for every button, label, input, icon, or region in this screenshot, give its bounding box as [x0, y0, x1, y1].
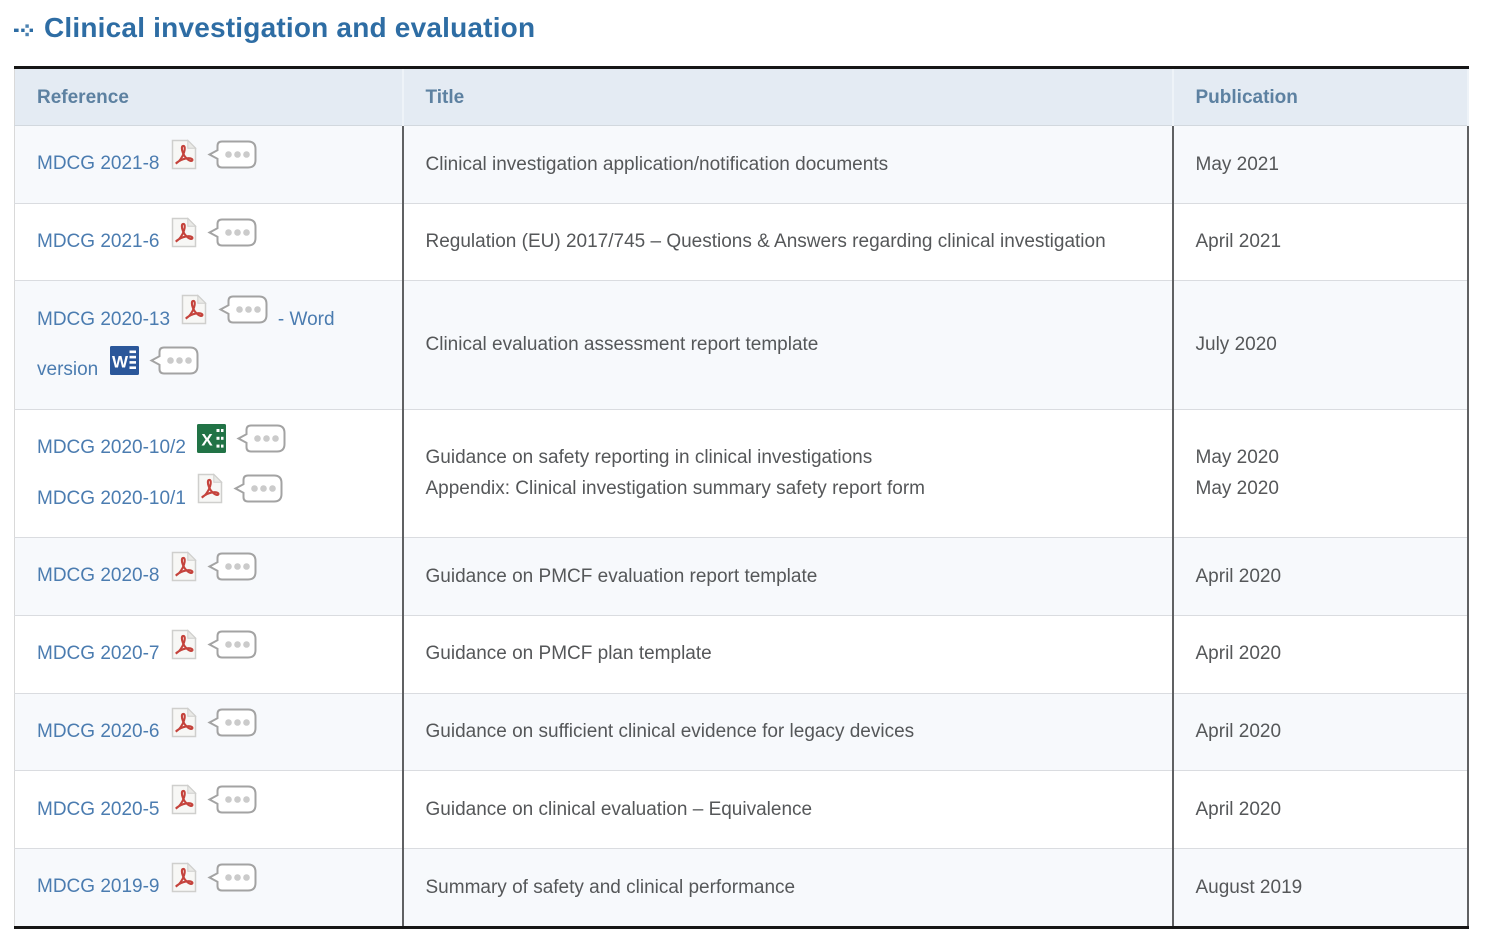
svg-text:X: X — [202, 430, 214, 449]
publication-cell: April 2020 — [1172, 614, 1469, 693]
pdf-file-icon[interactable] — [171, 139, 197, 187]
column-header-publication: Publication — [1172, 67, 1469, 126]
table-row: MDCG 2020-7 Guidance on PMCF plan templa… — [14, 614, 1469, 693]
more-options-bubble[interactable] — [206, 707, 258, 755]
pdf-file-icon[interactable] — [181, 294, 208, 342]
reference-cell: MDCG 2020-10/2 X MDCG 2020-10/1 — [14, 408, 404, 538]
column-header-title: Title — [402, 67, 1174, 126]
page-title: Clinical investigation and evaluation — [44, 12, 536, 43]
table-row: MDCG 2020-8 Guidance on PMCF evaluation … — [14, 537, 1469, 616]
word-file-icon[interactable]: W — [109, 346, 139, 392]
more-options-bubble[interactable] — [217, 294, 269, 342]
reference-cell: MDCG 2020-7 — [14, 614, 404, 693]
pdf-file-icon[interactable] — [171, 706, 197, 755]
publication-cell: April 2020 — [1172, 692, 1469, 771]
svg-text:W: W — [112, 353, 129, 372]
more-options-bubble[interactable] — [148, 345, 200, 393]
table-row: MDCG 2019-9 Summary of safety and clinic… — [14, 847, 1469, 928]
title-cell: Guidance on clinical evaluation – Equiva… — [402, 770, 1174, 849]
publication-cell: April 2021 — [1172, 202, 1469, 281]
more-options-bubble[interactable] — [235, 423, 287, 471]
table-row: MDCG 2021-6 Regulation (EU) 2017/745 – Q… — [14, 202, 1469, 281]
table-body: MDCG 2021-8 Clinical investigation appli… — [14, 125, 1469, 928]
page-heading: Clinical investigation and evaluation — [14, 12, 1488, 44]
title-cell: Guidance on PMCF evaluation report templ… — [402, 537, 1174, 616]
reference-cell: MDCG 2020-6 — [14, 692, 404, 771]
table-header: Reference Title Publication — [14, 67, 1469, 126]
reference-cell: MDCG 2021-6 — [14, 202, 404, 281]
reference-link[interactable]: MDCG 2020-10/1 — [37, 487, 186, 509]
pdf-file-icon[interactable] — [197, 473, 223, 521]
reference-link[interactable]: MDCG 2019-9 — [37, 876, 160, 898]
publication-cell: May 2021 — [1172, 125, 1469, 204]
more-options-bubble[interactable] — [206, 784, 258, 832]
more-options-bubble[interactable] — [206, 629, 258, 677]
publication-cell: April 2020 — [1172, 770, 1469, 849]
reference-cell: MDCG 2020-8 — [14, 537, 404, 616]
column-header-reference: Reference — [14, 67, 404, 126]
reference-link[interactable]: MDCG 2020-10/2 — [37, 437, 186, 459]
title-cell: Clinical evaluation assessment report te… — [402, 280, 1174, 410]
reference-link[interactable]: - Word version — [37, 308, 335, 381]
excel-file-icon[interactable]: X — [197, 423, 227, 470]
reference-link[interactable]: MDCG 2020-6 — [37, 720, 160, 742]
pdf-file-icon[interactable] — [171, 216, 197, 265]
pdf-file-icon[interactable] — [171, 629, 197, 677]
reference-link[interactable]: MDCG 2020-8 — [37, 565, 160, 587]
reference-link[interactable]: MDCG 2020-5 — [37, 798, 160, 820]
title-cell: Regulation (EU) 2017/745 – Questions & A… — [402, 202, 1174, 281]
more-options-bubble[interactable] — [206, 551, 258, 599]
table-row: MDCG 2020-10/2 X MDCG 2020-10/1 Guidance… — [14, 408, 1469, 538]
reference-link[interactable]: MDCG 2021-6 — [37, 231, 160, 253]
table-row: MDCG 2020-5 Guidance on clinical evaluat… — [14, 770, 1469, 849]
table-row: MDCG 2021-8 Clinical investigation appli… — [14, 125, 1469, 204]
publication-cell: August 2019 — [1172, 847, 1469, 928]
pdf-file-icon[interactable] — [171, 862, 197, 910]
title-cell: Clinical investigation application/notif… — [402, 125, 1174, 204]
reference-cell: MDCG 2020-13 - Word version W — [14, 280, 404, 410]
reference-link[interactable]: MDCG 2021-8 — [37, 153, 160, 175]
reference-link[interactable]: MDCG 2020-13 — [37, 308, 171, 330]
reference-link[interactable]: MDCG 2020-7 — [37, 643, 160, 665]
title-cell: Guidance on PMCF plan template — [402, 614, 1174, 693]
publication-cell: May 2020 May 2020 — [1172, 408, 1469, 538]
publication-cell: July 2020 — [1172, 280, 1469, 410]
more-options-bubble[interactable] — [232, 473, 284, 521]
documents-table: Reference Title Publication MDCG 2021-8 … — [14, 66, 1469, 929]
more-options-bubble[interactable] — [206, 862, 258, 910]
title-cell: Guidance on sufficient clinical evidence… — [402, 692, 1174, 771]
title-cell: Guidance on safety reporting in clinical… — [402, 408, 1174, 538]
reference-cell: MDCG 2021-8 — [14, 125, 404, 204]
reference-cell: MDCG 2019-9 — [14, 847, 404, 928]
publication-cell: April 2020 — [1172, 537, 1469, 616]
pdf-file-icon[interactable] — [171, 784, 197, 832]
pdf-file-icon[interactable] — [171, 551, 197, 599]
reference-cell: MDCG 2020-5 — [14, 770, 404, 849]
more-options-bubble[interactable] — [206, 217, 258, 265]
more-options-bubble[interactable] — [206, 139, 258, 187]
table-row: MDCG 2020-13 - Word version W Clinical e… — [14, 280, 1469, 410]
dotted-arrow-icon — [14, 22, 34, 39]
table-row: MDCG 2020-6 Guidance on sufficient clini… — [14, 692, 1469, 771]
title-cell: Summary of safety and clinical performan… — [402, 847, 1174, 928]
